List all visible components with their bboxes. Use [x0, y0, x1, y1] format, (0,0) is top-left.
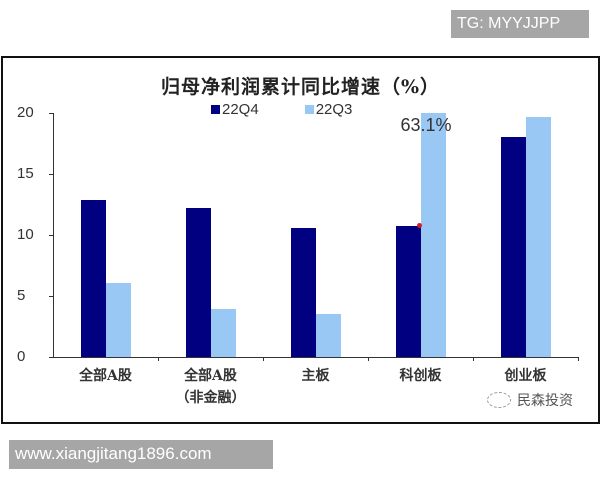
y-tick-label: 5	[17, 287, 26, 304]
y-tick	[49, 113, 53, 114]
y-tick	[49, 296, 53, 297]
y-tick-label: 10	[17, 226, 34, 243]
x-tick	[368, 357, 369, 361]
bar-22q4	[185, 208, 211, 357]
legend-label: 22Q4	[222, 101, 259, 118]
x-axis	[53, 357, 578, 358]
x-category-label: 科创板	[399, 368, 442, 384]
chart-title: 归母净利润累计同比增速（%）	[160, 76, 441, 98]
watermark-text: 民森投资	[517, 392, 573, 408]
x-tick	[263, 357, 264, 361]
legend-label: 22Q3	[315, 101, 353, 118]
bar-22q4	[80, 199, 106, 357]
bar-22q3	[315, 314, 341, 357]
x-category-label: 创业板	[504, 368, 547, 384]
legend: 22Q4 22Q3	[211, 101, 352, 118]
bar-22q4	[290, 227, 316, 357]
bar-22q4	[500, 137, 526, 357]
y-tick	[49, 357, 53, 358]
legend-swatch-icon	[211, 105, 220, 114]
x-tick	[158, 357, 159, 361]
wechat-icon	[487, 392, 511, 408]
y-tick-label: 15	[17, 165, 34, 182]
website-tag: www.xiangjitang1896.com	[9, 440, 273, 469]
legend-item-22q3: 22Q3	[304, 101, 353, 118]
y-tick	[49, 235, 53, 236]
bar-22q3	[210, 309, 236, 357]
bar-22q3	[420, 113, 446, 357]
legend-swatch-icon	[304, 105, 314, 114]
legend-item-22q4: 22Q4	[211, 101, 259, 118]
bar-22q3	[525, 116, 551, 357]
bar-22q4	[395, 226, 421, 357]
x-category-label: 主板	[301, 368, 330, 384]
red-marker-dot	[416, 223, 422, 229]
y-axis	[53, 113, 54, 357]
x-tick	[578, 357, 579, 361]
y-tick-label: 20	[17, 104, 34, 121]
y-tick-label: 0	[17, 348, 26, 365]
telegram-tag: TG: MYYJJPP	[451, 10, 589, 38]
x-category-label: 全部A股 （非金融）	[175, 368, 246, 406]
x-tick	[473, 357, 474, 361]
value-annotation: 63.1%	[400, 115, 452, 135]
bar-22q3	[105, 282, 131, 357]
watermark: 民森投资	[487, 390, 573, 410]
x-category-label: 全部A股	[79, 368, 132, 384]
y-tick	[49, 174, 53, 175]
chart-frame: 归母净利润累计同比增速（%） 22Q4 22Q3 0 5 10 15 20 全部A股 全部A…	[1, 56, 600, 424]
